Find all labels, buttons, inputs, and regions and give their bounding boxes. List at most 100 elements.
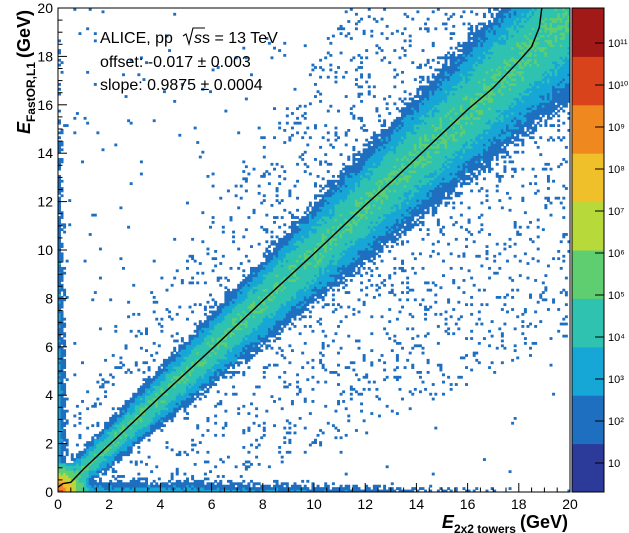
heatmap-cell <box>273 424 276 428</box>
heatmap-cell <box>180 404 184 408</box>
heatmap-cell <box>86 470 90 474</box>
heatmap-cell <box>86 448 90 452</box>
heatmap-cell <box>122 73 125 77</box>
heatmap-cell <box>106 489 110 493</box>
heatmap-cell <box>60 349 64 353</box>
heatmap-cell <box>157 373 161 377</box>
heatmap-cell <box>242 334 246 338</box>
heatmap-cell <box>329 220 333 224</box>
heatmap-cell <box>308 259 312 263</box>
heatmap-cell <box>308 233 312 236</box>
heatmap-cell <box>308 266 312 270</box>
heatmap-cell <box>58 448 61 452</box>
heatmap-cell <box>329 264 333 268</box>
heatmap-cell <box>162 373 166 377</box>
heatmap-cell <box>306 283 310 287</box>
heatmap-cell <box>278 322 282 326</box>
heatmap-cell <box>93 441 97 444</box>
heatmap-cell <box>203 361 207 365</box>
heatmap-cell <box>206 373 210 377</box>
heatmap-cell <box>311 305 315 309</box>
heatmap-cell <box>106 448 110 452</box>
heatmap-cell <box>349 201 353 205</box>
heatmap-cell <box>224 349 228 353</box>
heatmap-cell <box>142 424 146 428</box>
heatmap-cell <box>58 416 61 420</box>
heatmap-cell <box>285 312 289 316</box>
heatmap-cell <box>352 250 356 253</box>
heatmap-cell <box>270 305 274 309</box>
heatmap-cell <box>342 254 346 258</box>
heatmap-cell <box>339 177 343 181</box>
heatmap-cell <box>229 216 233 219</box>
heatmap-cell <box>308 257 312 261</box>
heatmap-cell <box>296 271 300 275</box>
heatmap-cell <box>265 247 269 251</box>
heatmap-cell <box>255 334 259 338</box>
heatmap-cell <box>260 487 264 490</box>
heatmap-cell <box>255 288 259 292</box>
heatmap-cell <box>314 194 317 198</box>
heatmap-cell <box>224 310 228 314</box>
heatmap-cell <box>242 337 246 340</box>
heatmap-cell <box>229 371 233 374</box>
heatmap-cell <box>290 257 294 261</box>
heatmap-cell <box>260 264 264 268</box>
heatmap-cell <box>58 453 61 457</box>
heatmap-cell <box>324 223 328 227</box>
heatmap-cell <box>255 269 259 273</box>
heatmap-cell <box>170 392 174 396</box>
heatmap-cell <box>344 211 348 215</box>
heatmap-cell <box>224 320 228 323</box>
heatmap-cell <box>201 482 205 486</box>
heatmap-cell <box>229 303 233 307</box>
heatmap-cell <box>260 174 264 178</box>
heatmap-cell <box>316 271 320 275</box>
heatmap-cell <box>60 373 64 377</box>
heatmap-cell <box>216 487 220 490</box>
heatmap-cell <box>63 421 67 425</box>
heatmap-cell <box>58 482 61 486</box>
heatmap-cell <box>209 375 212 379</box>
heatmap-cell <box>275 283 279 287</box>
heatmap-cell <box>247 484 251 488</box>
heatmap-cell <box>209 358 212 362</box>
heatmap-cell <box>150 414 154 418</box>
heatmap-cell <box>160 489 164 493</box>
heatmap-cell <box>58 87 61 91</box>
heatmap-cell <box>311 245 315 248</box>
heatmap-cell <box>339 24 343 28</box>
heatmap-cell <box>155 409 159 413</box>
heatmap-cell <box>211 487 215 490</box>
heatmap-cell <box>337 66 340 69</box>
heatmap-cell <box>331 174 335 178</box>
heatmap-cell <box>63 298 67 302</box>
heatmap-cell <box>124 400 128 403</box>
heatmap-cell <box>63 404 67 408</box>
heatmap-cell <box>229 337 233 340</box>
heatmap-cell <box>242 484 246 488</box>
heatmap-cell <box>58 404 61 408</box>
heatmap-cell <box>65 479 69 483</box>
heatmap-cell <box>329 196 333 200</box>
heatmap-cell <box>60 484 64 488</box>
heatmap-cell <box>280 283 284 287</box>
heatmap-cell <box>88 477 92 481</box>
heatmap-cell <box>347 228 351 232</box>
heatmap-cell <box>73 458 77 461</box>
heatmap-cell <box>334 189 338 193</box>
heatmap-cell <box>352 199 356 202</box>
heatmap-cell <box>65 409 69 413</box>
heatmap-cell <box>60 341 64 345</box>
heatmap-cell <box>334 332 338 336</box>
heatmap-cell <box>214 315 218 319</box>
heatmap-cell <box>211 172 215 176</box>
heatmap-cell <box>311 220 315 224</box>
heatmap-cell <box>196 356 200 360</box>
heatmap-cell <box>255 300 259 304</box>
heatmap-cell <box>104 358 108 362</box>
heatmap-cell <box>229 361 233 365</box>
heatmap-cell <box>319 199 323 202</box>
heatmap-cell <box>119 487 123 490</box>
heatmap-cell <box>267 305 271 309</box>
